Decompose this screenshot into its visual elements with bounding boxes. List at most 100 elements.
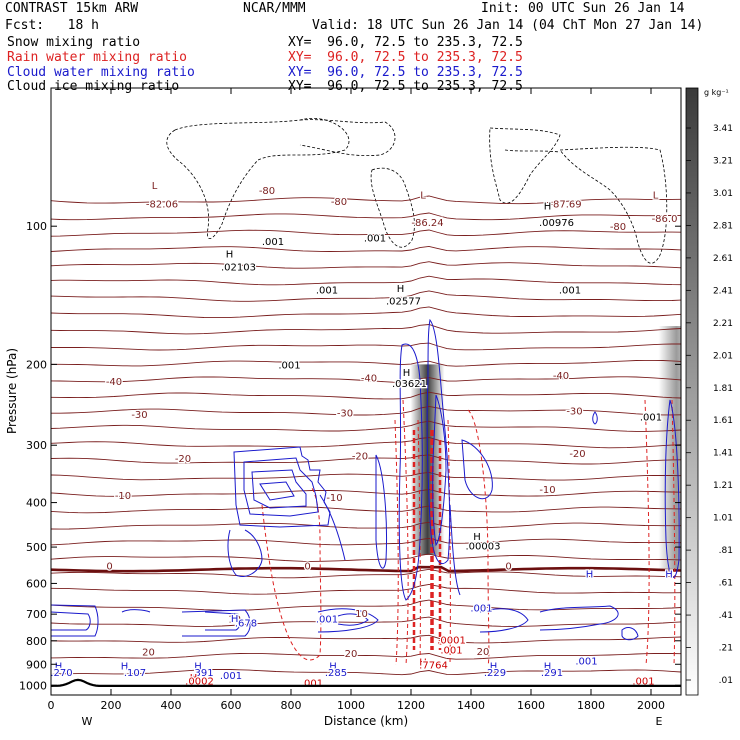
colorbar-tick-label: 3.01	[713, 189, 733, 199]
contour-label: H	[190, 673, 198, 684]
contour-label: 0	[106, 562, 112, 573]
cloud-ice-contour	[299, 119, 396, 156]
contour-label: .001	[316, 285, 338, 296]
rain-contour	[447, 419, 451, 666]
cloud-water-contour	[243, 457, 319, 517]
temperature-contour	[51, 261, 681, 269]
contour-label: L	[420, 190, 426, 201]
cloud-water-contour	[664, 399, 680, 578]
cloud-water-contour	[259, 481, 295, 501]
contour-label: -20	[175, 454, 191, 465]
cloud-water-contour	[319, 494, 346, 561]
rain-contour	[644, 399, 650, 666]
cloud-water-contour	[51, 611, 91, 631]
cloud-water-contour	[432, 394, 447, 547]
rain-contour	[261, 487, 322, 661]
contour-label: .0001	[437, 635, 466, 646]
terrain	[50, 678, 681, 687]
y-tick-label: 900	[26, 658, 47, 671]
contour-label: H	[226, 250, 234, 261]
temperature-contour	[51, 359, 681, 367]
x-tick-label: 1400	[457, 699, 485, 712]
x-axis-label: Distance (km)	[324, 714, 408, 728]
contour-label: -86.24	[411, 218, 443, 229]
temperature-contour	[51, 306, 681, 319]
y-axis-label: Pressure (hPa)	[5, 348, 19, 434]
contour-label: .001	[440, 646, 462, 657]
colorbar-tick-label: 2.61	[713, 254, 733, 264]
contour-label: H	[544, 662, 552, 673]
temperature-contour	[51, 568, 681, 579]
temperature-contour	[51, 454, 681, 465]
colorbar-tick-label: 2.41	[713, 286, 733, 296]
contour-label: .001	[278, 360, 300, 371]
contour-label: -86.0	[652, 214, 678, 225]
field-xy-snow: XY= 96.0, 72.5 to 235.3, 72.5	[288, 35, 523, 50]
contour-label: .001	[575, 656, 597, 667]
contour-label: .107	[124, 668, 146, 679]
cloud-water-contour	[337, 613, 369, 626]
cloud-ice-contour	[370, 167, 415, 248]
rain-contour	[417, 419, 421, 666]
cloud-water-contour	[461, 439, 493, 500]
contour-label: -80	[331, 197, 347, 208]
cloud-water-contour	[121, 609, 151, 613]
contour-label: .02103	[221, 263, 256, 274]
colorbar-tick-label: 1.81	[713, 384, 733, 394]
contour-label: .001	[220, 671, 242, 682]
x-axis-west-label: W	[82, 715, 93, 728]
y-tick-label: 700	[26, 608, 47, 621]
temperature-contour	[51, 553, 681, 562]
center-name: NCAR/MMM	[243, 1, 306, 16]
contour-label: .001	[640, 413, 662, 424]
cloud-water-contour	[317, 608, 379, 633]
contour-label: -10	[115, 491, 131, 502]
x-tick-label: 0	[48, 699, 55, 712]
colorbar-tick-label: 2.21	[713, 319, 733, 329]
x-tick-label: 800	[281, 699, 302, 712]
temperature-contour	[51, 616, 681, 627]
temperature-contour	[51, 668, 681, 676]
temperature-contour	[51, 195, 681, 205]
temperature-contour	[51, 537, 681, 546]
colorbar-tick-label: 1.21	[713, 481, 733, 491]
contour-label: .001	[316, 615, 338, 626]
contour-label: .001	[559, 285, 581, 296]
colorbar-tick-label: 1.01	[713, 514, 733, 524]
y-tick-label: 100	[26, 220, 47, 233]
cloud-ice-contours	[166, 118, 668, 264]
contour-label: H	[397, 284, 405, 295]
contour-label: .229	[484, 668, 506, 679]
contour-label: -80	[610, 222, 626, 233]
plot-frame	[50, 87, 682, 696]
temperature-contour	[51, 420, 681, 432]
cloud-water-contour	[233, 446, 331, 528]
temperature-contour	[51, 489, 681, 497]
temperature-contour	[51, 634, 681, 644]
contour-label: H	[544, 202, 552, 213]
cloud-water-contour	[227, 529, 263, 577]
colorbar-tick-label: .61	[719, 579, 733, 589]
temperature-contour	[51, 376, 681, 383]
contour-label: .7764	[419, 661, 448, 672]
cloud-ice-contour	[489, 127, 561, 204]
y-tick-label: 600	[26, 577, 47, 590]
x-tick-label: 1200	[397, 699, 425, 712]
contour-label: H	[194, 662, 202, 673]
colorbar-tick-label: 3.21	[713, 156, 733, 166]
contour-label: H	[473, 532, 481, 543]
contour-label: .391	[191, 668, 213, 679]
y-tick-label: 300	[26, 439, 47, 452]
freezing-level-contour	[51, 565, 681, 573]
rain-contour	[402, 399, 409, 666]
contour-labels: L -82.06 L -86.24 -87.69 L -86.0 -80 -80 -80 -40 -4…	[49, 180, 679, 691]
cloud-water-contour	[204, 611, 241, 631]
contour-label: .001	[364, 234, 386, 245]
x-tick-label: 2000	[637, 699, 665, 712]
colorbar-tick-label: 2.81	[713, 221, 733, 231]
x-tick-label: 600	[221, 699, 242, 712]
forecast-hour: Fcst: 18 h	[5, 18, 99, 33]
x-axis-east-label: E	[656, 715, 663, 728]
rain-water-contours	[261, 399, 676, 666]
